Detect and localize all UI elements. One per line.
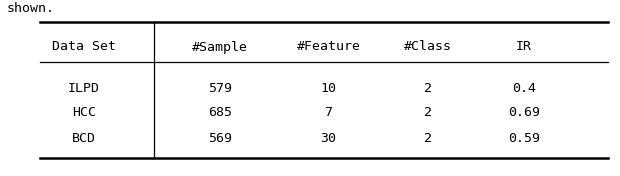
Text: 0.4: 0.4 (512, 81, 536, 95)
Text: #Class: #Class (404, 40, 452, 54)
Text: 2: 2 (424, 106, 432, 120)
Text: 579: 579 (208, 81, 232, 95)
Text: #Feature: #Feature (296, 40, 361, 54)
Text: #Sample: #Sample (192, 40, 248, 54)
Text: shown.: shown. (6, 2, 54, 14)
Text: 0.59: 0.59 (508, 131, 540, 144)
Text: BCD: BCD (72, 131, 95, 144)
Text: 2: 2 (424, 131, 432, 144)
Text: Data Set: Data Set (51, 40, 116, 54)
Text: 7: 7 (325, 106, 332, 120)
Text: 2: 2 (424, 81, 432, 95)
Text: IR: IR (516, 40, 532, 54)
Text: 569: 569 (208, 131, 232, 144)
Text: HCC: HCC (72, 106, 95, 120)
Text: 685: 685 (208, 106, 232, 120)
Text: ILPD: ILPD (68, 81, 100, 95)
Text: 30: 30 (321, 131, 337, 144)
Text: 10: 10 (321, 81, 337, 95)
Text: 0.69: 0.69 (508, 106, 540, 120)
